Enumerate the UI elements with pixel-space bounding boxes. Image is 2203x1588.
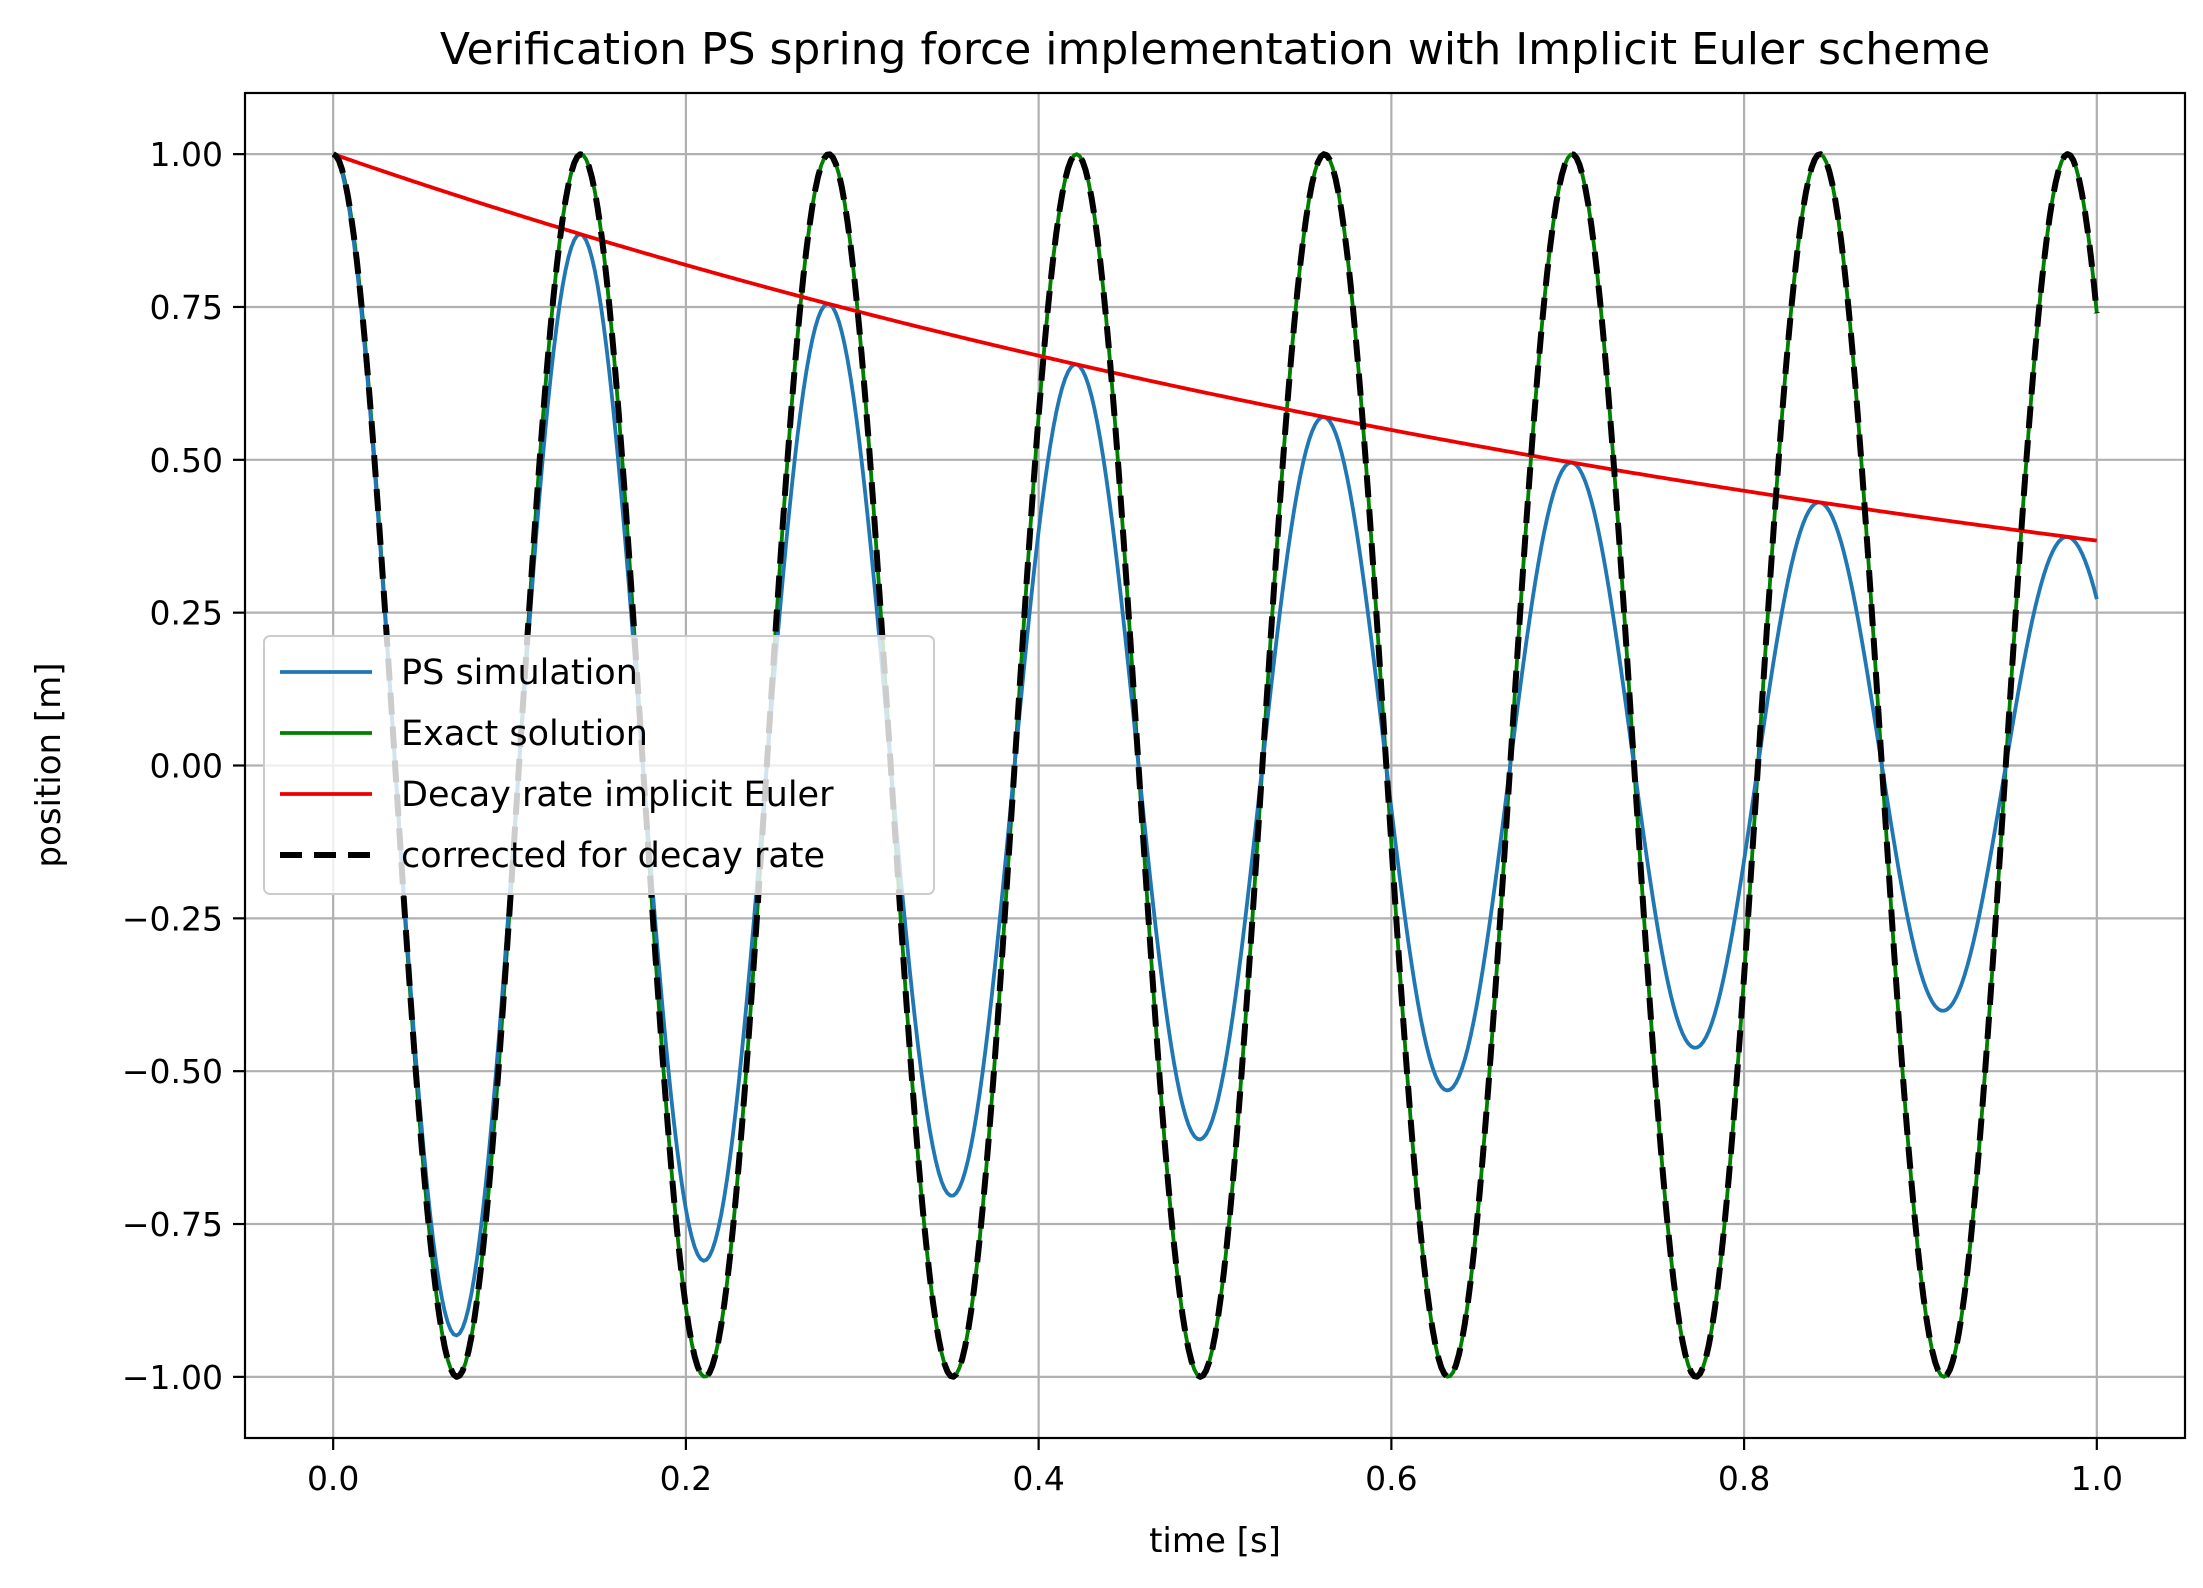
y-tick-label: 1.00 (150, 135, 223, 174)
x-tick-label: 0.4 (1012, 1459, 1064, 1498)
legend-label: Decay rate implicit Euler (401, 775, 834, 815)
series-line-corrected-for-decay-rate (331, 151, 2100, 1380)
chart-title: Verification PS spring force implementat… (440, 24, 1990, 75)
y-tick-label: 0.00 (150, 747, 223, 786)
series-line-decay-rate-implicit-euler (332, 152, 2098, 543)
legend-box (263, 635, 935, 895)
x-tick-label: 0.6 (1365, 1459, 1417, 1498)
y-tick-label: 0.25 (150, 594, 223, 633)
y-tick-label: 0.75 (150, 288, 223, 327)
y-axis-label: position [m] (29, 662, 69, 867)
y-tick-label: −0.75 (122, 1205, 223, 1244)
x-tick-label: 0.2 (660, 1459, 712, 1498)
y-tick-label: −0.25 (122, 899, 223, 938)
x-axis-label: time [s] (1149, 1521, 1281, 1561)
x-tick-label: 0.0 (307, 1459, 359, 1498)
y-tick-label: −0.50 (122, 1052, 223, 1091)
legend-label: corrected for decay rate (401, 836, 825, 876)
axis-ticks: 0.0 0.2 0.4 0.6 0.8 1.0 1.00 0.75 0.50 0.25 0.00 −0… (122, 135, 2123, 1498)
legend-label: PS simulation (401, 653, 638, 693)
x-tick-label: 1.0 (2071, 1459, 2123, 1498)
legend-entries: PS simulation Exact solution Decay rate im… (280, 653, 834, 876)
y-tick-label: 0.50 (150, 441, 223, 480)
series-group (331, 151, 2100, 1380)
legend: PS simulation Exact solution Decay rate im… (263, 635, 935, 895)
x-tick-label: 0.8 (1718, 1459, 1770, 1498)
y-tick-label: −1.00 (122, 1358, 223, 1397)
grid (245, 93, 2185, 1438)
series-line-ps-simulation (331, 152, 2099, 1338)
legend-label: Exact solution (401, 714, 648, 754)
